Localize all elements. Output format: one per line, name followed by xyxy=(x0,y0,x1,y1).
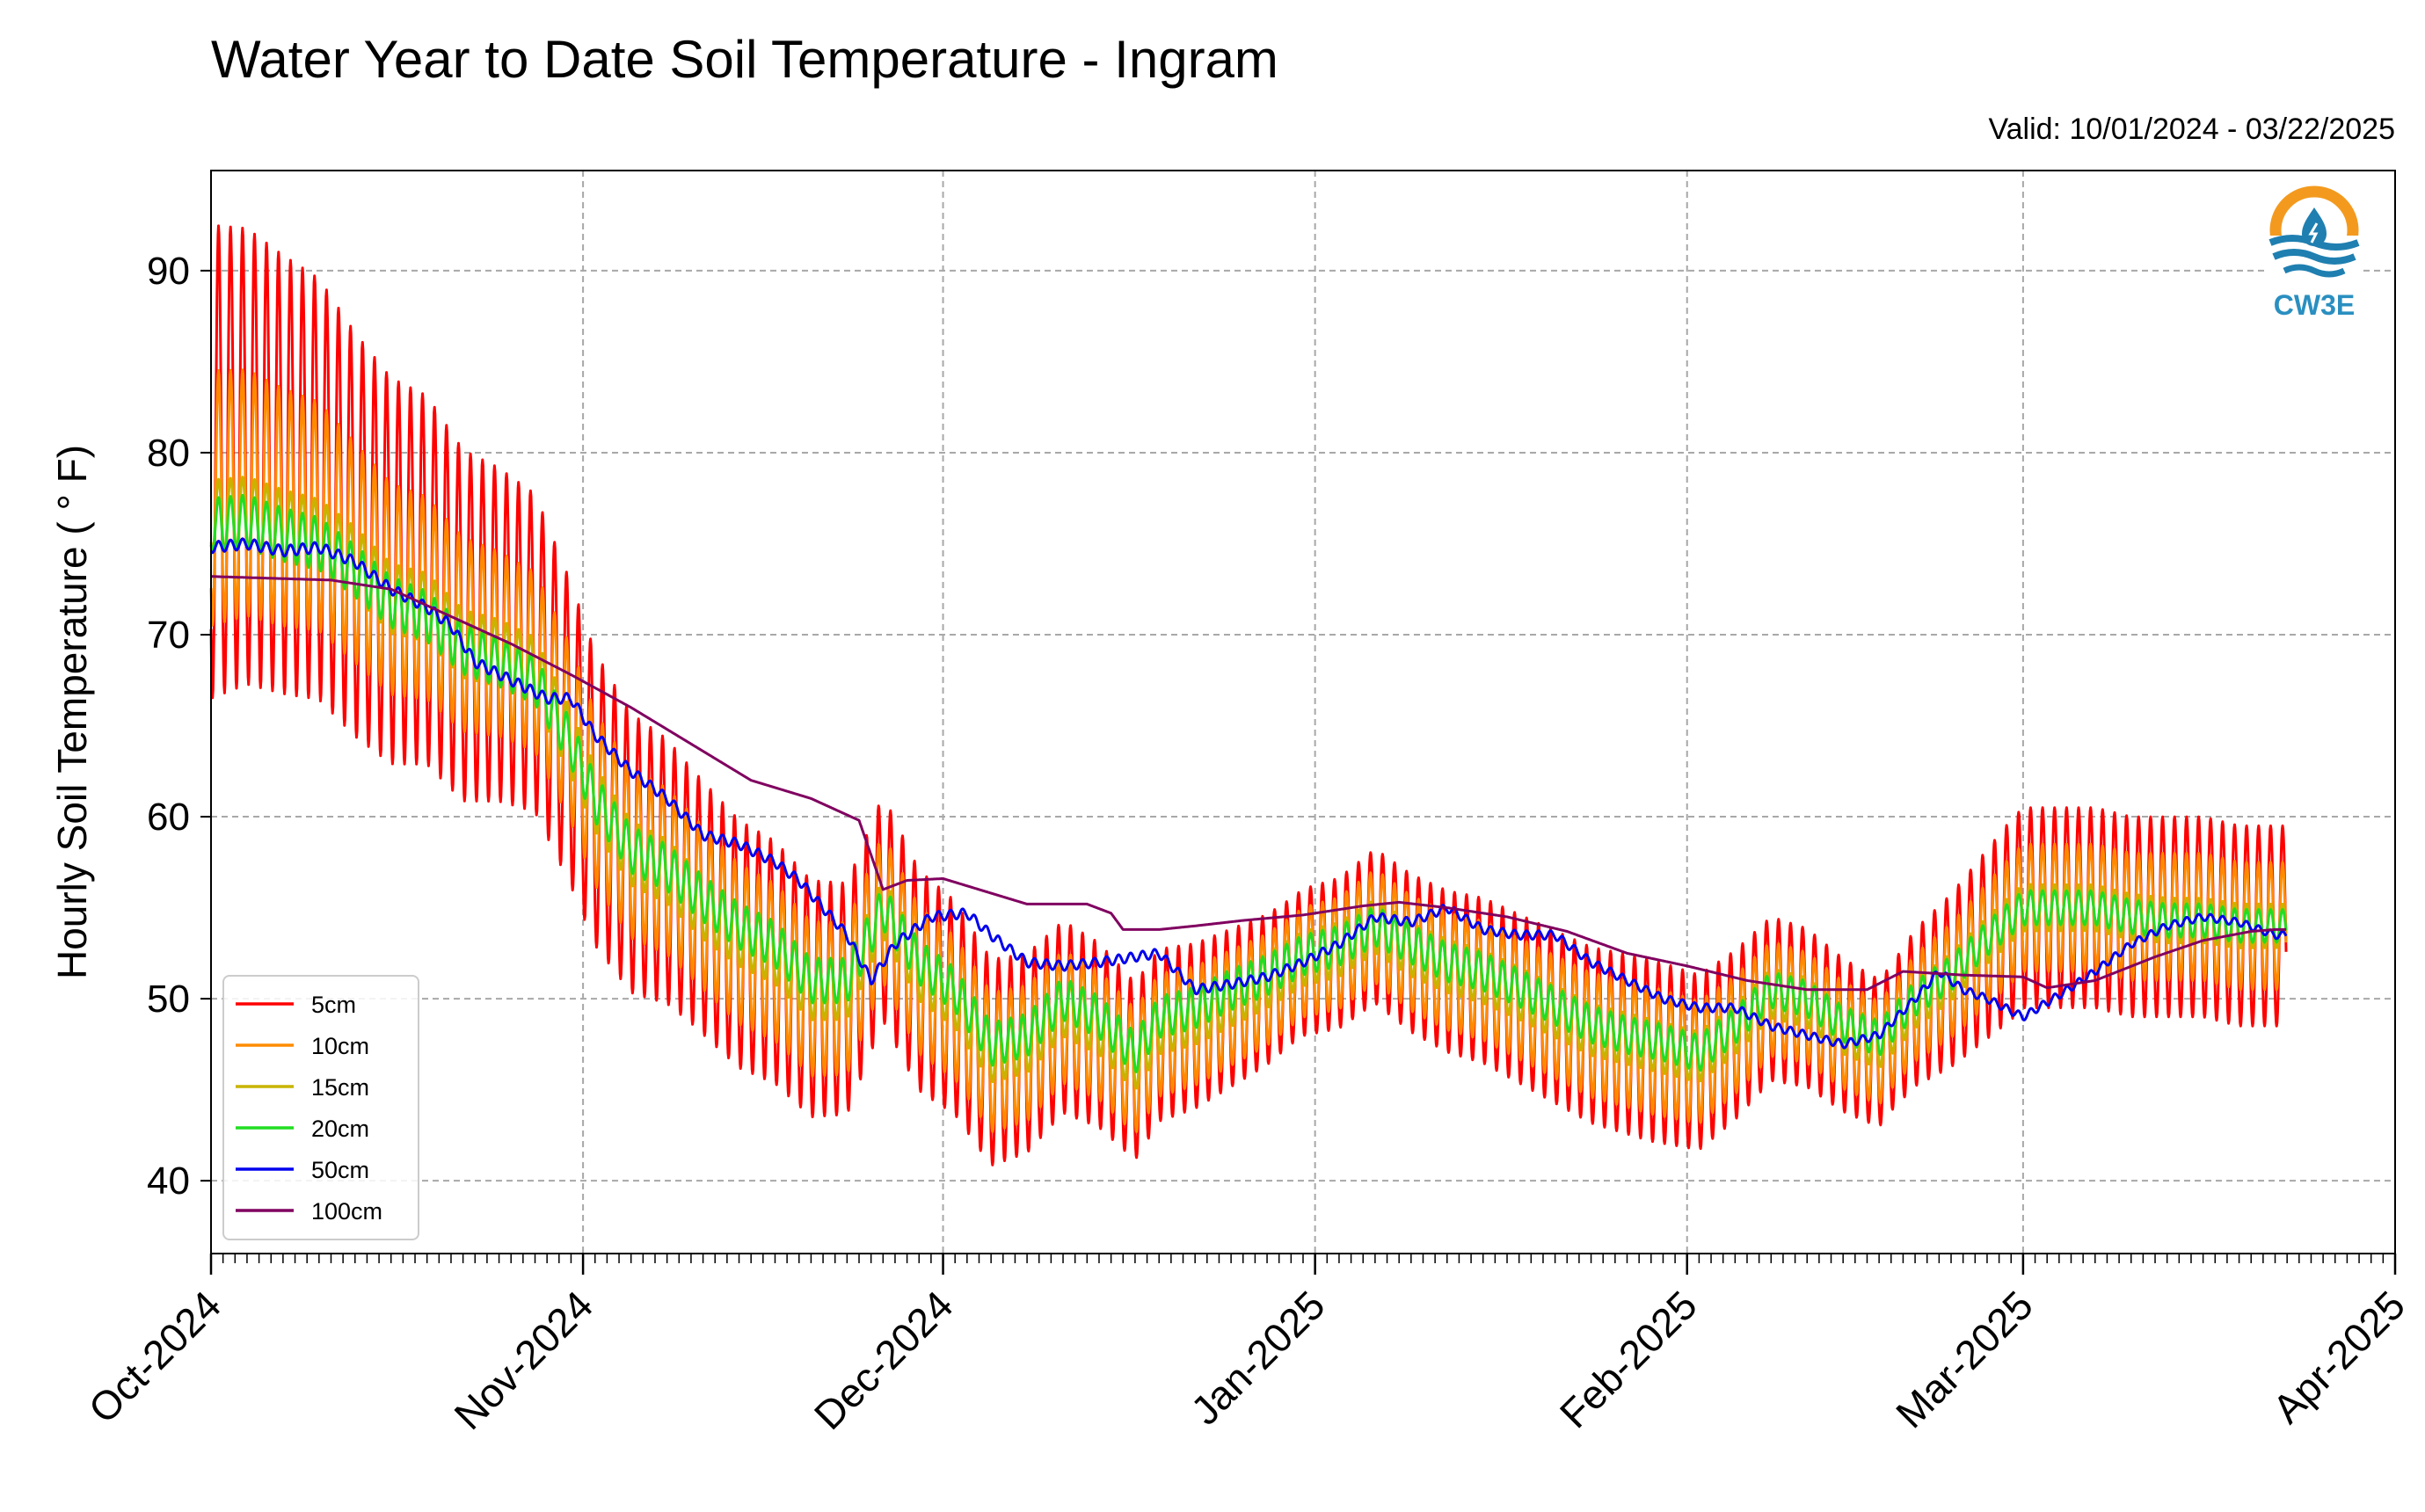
x-tick-label: Apr-2025 xyxy=(2263,1282,2414,1432)
legend-label: 5cm xyxy=(311,992,356,1018)
y-axis-label: Hourly Soil Temperature ( ° F) xyxy=(49,445,95,979)
x-tick-label: Jan-2025 xyxy=(1182,1282,1333,1433)
legend-label: 10cm xyxy=(311,1033,369,1059)
x-tick-label: Mar-2025 xyxy=(1887,1282,2042,1436)
y-tick-label: 90 xyxy=(147,250,190,293)
series-line-50cm xyxy=(209,537,2288,1050)
y-tick-label: 60 xyxy=(147,796,190,839)
legend: 5cm 10cm 15cm 20cm 50cm 100cm xyxy=(222,975,419,1240)
legend-label: 100cm xyxy=(311,1198,382,1225)
cw3e-logo: CW3E xyxy=(2268,185,2360,321)
y-tick-label: 80 xyxy=(147,432,190,475)
x-tick-label: Feb-2025 xyxy=(1551,1282,1706,1436)
x-tick-label: Oct-2024 xyxy=(80,1282,230,1432)
legend-label: 50cm xyxy=(311,1157,369,1183)
valid-date-range: Valid: 10/01/2024 - 03/22/2025 xyxy=(1988,113,2395,146)
y-axis-ticks: 40 50 60 70 80 90 xyxy=(147,250,211,1203)
y-tick-label: 40 xyxy=(147,1159,190,1203)
y-tick-label: 50 xyxy=(147,978,190,1021)
series-lines xyxy=(209,224,2288,1167)
legend-label: 15cm xyxy=(311,1074,369,1101)
logo-text: CW3E xyxy=(2274,289,2355,321)
x-tick-label: Nov-2024 xyxy=(445,1282,601,1438)
series-line-100cm xyxy=(210,575,2287,992)
chart-title: Water Year to Date Soil Temperature - In… xyxy=(211,30,1278,89)
water-drop-logo-icon xyxy=(2268,185,2360,280)
legend-label: 20cm xyxy=(311,1116,369,1142)
y-tick-label: 70 xyxy=(147,614,190,657)
x-axis-ticks: Oct-2024 Nov-2024 Dec-2024 Jan-2025 Feb-2025… xyxy=(80,1254,2414,1438)
x-tick-label: Dec-2024 xyxy=(805,1282,962,1438)
series-line-20cm xyxy=(209,493,2288,1073)
legend-box xyxy=(222,975,419,1240)
